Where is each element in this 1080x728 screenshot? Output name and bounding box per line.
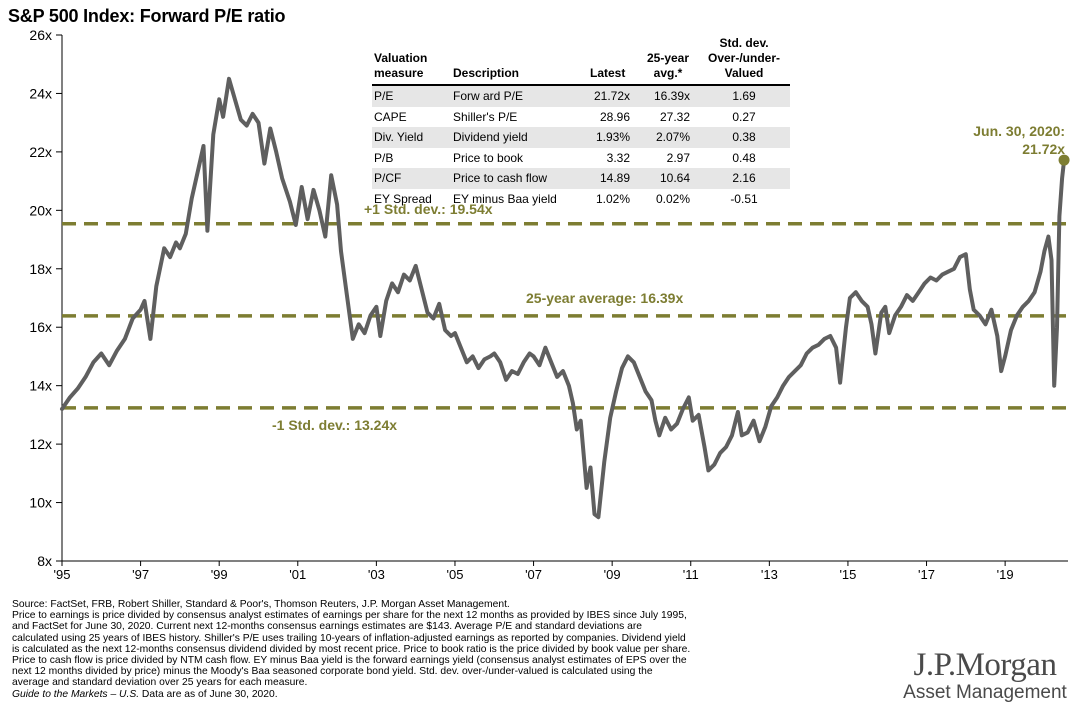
cell-std: -0.51 xyxy=(730,191,758,206)
jpmorgan-logo: J.P.Morgan Asset Management xyxy=(900,648,1070,704)
footer-guide-italic: Guide to the Markets – U.S. xyxy=(12,688,140,700)
cell-description: Dividend yield xyxy=(453,130,528,144)
y-tick-label: 26x xyxy=(29,27,52,43)
annotation-date-label: Jun. 30, 2020: xyxy=(973,123,1065,139)
y-tick-label: 14x xyxy=(29,378,52,394)
cell-std: 0.27 xyxy=(732,109,756,124)
x-tick-label: '09 xyxy=(604,567,621,582)
reference-line-label: 25-year average: 16.39x xyxy=(526,290,683,306)
header-avg-line-1: 25-year xyxy=(646,51,690,65)
y-tick-label: 16x xyxy=(29,319,52,335)
valuation-table-body: P/E Forw ard P/E 21.72x 16.39x 1.69 CAPE Shill… xyxy=(372,86,790,209)
footer-guide-rest: Data are as of June 30, 2020. xyxy=(139,688,278,700)
header-avg-line-2: avg.* xyxy=(653,66,683,80)
cell-avg: 0.02% xyxy=(655,191,690,206)
cell-avg: 16.39x xyxy=(653,89,690,103)
footer-notes: Source: FactSet, FRB, Robert Shiller, St… xyxy=(12,599,892,700)
table-row: P/E Forw ard P/E 21.72x 16.39x 1.69 xyxy=(372,86,790,107)
footer-line: Price to earnings is price divided by co… xyxy=(12,610,687,622)
header-avg: 25-year avg.* xyxy=(640,51,696,81)
cell-avg: 10.64 xyxy=(659,171,690,185)
cell-std: 0.48 xyxy=(732,150,756,165)
logo-wordmark: J.P.Morgan xyxy=(913,647,1057,683)
cell-latest: 1.02% xyxy=(595,191,630,206)
cell-measure: CAPE xyxy=(374,109,407,124)
cell-latest: 14.89 xyxy=(599,171,630,185)
cell-latest: 1.93% xyxy=(595,130,630,144)
x-tick-label: '05 xyxy=(446,567,463,582)
y-tick-label: 12x xyxy=(29,436,52,452)
x-tick-label: '03 xyxy=(368,567,385,582)
footer-line: is calculated as the next 12-months cons… xyxy=(12,643,691,655)
header-std-line-1: Std. dev. xyxy=(719,36,769,50)
cell-avg: 2.97 xyxy=(666,150,690,165)
x-tick-label: '95 xyxy=(54,567,71,582)
chart-title: S&P 500 Index: Forward P/E ratio xyxy=(8,6,286,26)
x-tick-label: '99 xyxy=(211,567,228,582)
cell-latest: 3.32 xyxy=(606,150,630,165)
logo-subtitle: Asset Management xyxy=(903,682,1067,703)
cell-description: EY minus Baa yield xyxy=(453,191,557,206)
y-tick-label: 8x xyxy=(37,553,52,569)
x-tick-label: '13 xyxy=(761,567,778,582)
cell-avg: 2.07% xyxy=(655,130,690,144)
header-description: Description xyxy=(453,66,520,80)
table-row: Div. Yield Dividend yield 1.93% 2.07% 0.38 xyxy=(372,127,790,148)
cell-description: Shiller's P/E xyxy=(453,109,518,124)
footer-line: Price to cash flow is price divided by N… xyxy=(12,655,687,667)
cell-measure: P/CF xyxy=(374,171,402,185)
header-std-line-2: Over-/under- xyxy=(707,51,780,65)
x-tick-label: '17 xyxy=(918,567,935,582)
cell-description: Price to cash flow xyxy=(453,171,548,185)
cell-std: 2.16 xyxy=(732,171,756,185)
endpoint-marker xyxy=(1058,154,1070,166)
x-tick-label: '19 xyxy=(997,567,1014,582)
valuation-table: Valuation measure Description Latest 25-… xyxy=(372,30,790,209)
footer-line: calculated using 25 years of IBES histor… xyxy=(12,632,686,644)
footer-guide: Guide to the Markets – U.S. Data are as … xyxy=(12,689,892,700)
cell-std: 1.69 xyxy=(732,89,756,103)
table-row: EY Spread EY minus Baa yield 1.02% 0.02% -0.… xyxy=(372,189,790,210)
cell-latest: 28.96 xyxy=(599,109,630,124)
footer-line: next 12 months divided by price) minus t… xyxy=(12,666,653,678)
y-tick-label: 18x xyxy=(29,261,52,277)
y-tick-label: 22x xyxy=(29,144,52,160)
cell-measure: P/B xyxy=(374,150,394,165)
reference-line-label: +1 Std. dev.: 19.54x xyxy=(364,201,493,217)
header-measure: Valuation measure xyxy=(374,51,427,81)
table-row: P/CF Price to cash flow 14.89 10.64 2.16 xyxy=(372,168,790,189)
footer-line: average and standard deviation over 25 y… xyxy=(12,677,308,689)
y-tick-label: 24x xyxy=(29,85,52,101)
header-latest: Latest xyxy=(590,66,626,80)
cell-measure: P/E xyxy=(374,89,394,103)
cell-latest: 21.72x xyxy=(593,89,630,103)
table-row: CAPE Shiller's P/E 28.96 27.32 0.27 xyxy=(372,107,790,128)
cell-description: Price to book xyxy=(453,150,524,165)
reference-line-label: -1 Std. dev.: 13.24x xyxy=(272,417,397,433)
forward-pe-chart: 8x 10x 12x 14x 16x 18x 20x 22x 24x 26x '95 '97 '99 '0… xyxy=(29,27,1070,582)
table-row: P/B Price to book 3.32 2.97 0.48 xyxy=(372,148,790,169)
header-std: Std. dev. Over-/under- Valued xyxy=(700,36,788,81)
header-measure-line-2: measure xyxy=(374,66,424,80)
cell-std: 0.38 xyxy=(732,130,756,144)
footer-line: and FactSet for June 30, 2020. Current n… xyxy=(12,621,643,633)
cell-measure: Div. Yield xyxy=(374,130,424,144)
x-tick-label: '01 xyxy=(289,567,306,582)
x-tick-label: '07 xyxy=(525,567,542,582)
header-measure-line-1: Valuation xyxy=(374,51,428,65)
pe-series-line xyxy=(60,76,1067,520)
header-std-line-3: Valued xyxy=(724,66,764,80)
cell-avg: 27.32 xyxy=(659,109,690,124)
x-tick-label: '15 xyxy=(839,567,856,582)
cell-description: Forw ard P/E xyxy=(453,89,524,103)
valuation-table-header: Valuation measure Description Latest 25-… xyxy=(372,30,790,86)
y-tick-label: 20x xyxy=(29,202,52,218)
x-tick-label: '11 xyxy=(683,567,699,582)
cell-measure: EY Spread xyxy=(374,191,432,206)
annotation-value-label: 21.72x xyxy=(1022,141,1065,157)
x-tick-label: '97 xyxy=(132,567,149,582)
footer-line: Source: FactSet, FRB, Robert Shiller, St… xyxy=(12,599,510,610)
y-tick-label: 10x xyxy=(29,495,52,511)
